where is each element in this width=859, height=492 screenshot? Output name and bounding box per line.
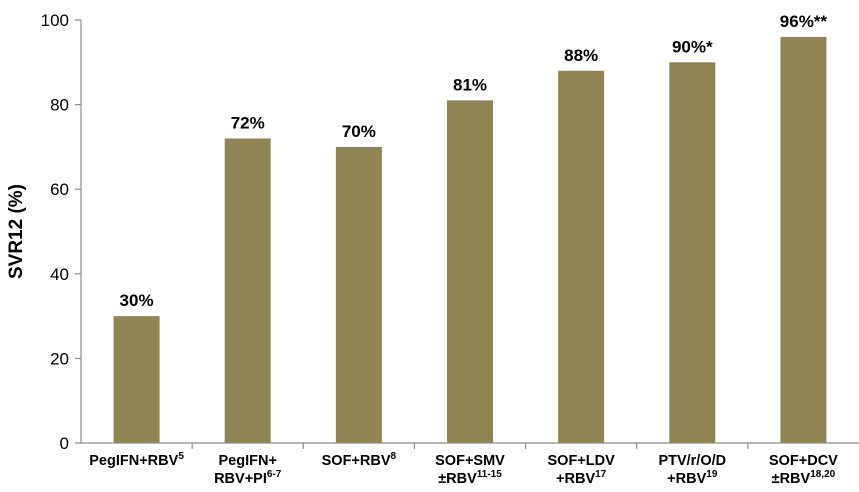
- x-tick-label: ±RBV18,20: [772, 469, 836, 487]
- x-tick-label: SOF+SMV: [435, 453, 505, 469]
- y-tick-label: 60: [50, 180, 69, 199]
- x-tick-label: +RBV19: [667, 469, 718, 487]
- bar: [780, 36, 827, 444]
- y-axis-title: SVR12 (%): [6, 184, 27, 279]
- data-labels: 30% 72% 70% 81% 88% 90%* 96%**: [120, 12, 828, 310]
- bar: [335, 146, 382, 443]
- data-label: 81%: [453, 75, 487, 94]
- x-tick-label: ±RBV11-15: [438, 469, 502, 487]
- data-label: 30%: [120, 291, 154, 310]
- bar: [447, 100, 493, 444]
- data-label: 96%**: [780, 12, 828, 31]
- x-tick-label: +RBV17: [556, 469, 607, 487]
- y-tick-label: 80: [50, 96, 69, 115]
- x-tick-label: PegIFN+: [219, 453, 277, 469]
- x-tick-label: RBV+PI6-7: [214, 469, 282, 487]
- data-label: 70%: [342, 122, 376, 141]
- category-labels: PegIFN+RBV5 PegIFN+RBV+PI6-7 SOF+RBV8 SOF+S…: [89, 451, 838, 487]
- data-label: 90%*: [672, 37, 713, 56]
- x-tick-label: PegIFN+RBV5: [89, 451, 184, 469]
- bars: [113, 36, 827, 444]
- y-tick-label: 20: [50, 349, 69, 368]
- bar: [224, 138, 271, 443]
- bar: [113, 316, 160, 443]
- bar: [669, 62, 716, 444]
- y-axis-ticks: 0 20 40 60 80 100: [41, 11, 749, 453]
- data-label: 72%: [231, 113, 265, 132]
- y-tick-label: 100: [41, 11, 69, 30]
- x-tick-label: PTV/r/O/D: [658, 453, 726, 469]
- y-tick-label: 40: [50, 265, 69, 284]
- data-label: 88%: [564, 46, 598, 65]
- y-tick-label: 0: [60, 434, 69, 453]
- x-tick-label: SOF+LDV: [548, 453, 616, 469]
- bar: [558, 70, 605, 443]
- x-tick-label: SOF+RBV8: [322, 451, 397, 469]
- x-tick-label: SOF+DCV: [769, 453, 838, 469]
